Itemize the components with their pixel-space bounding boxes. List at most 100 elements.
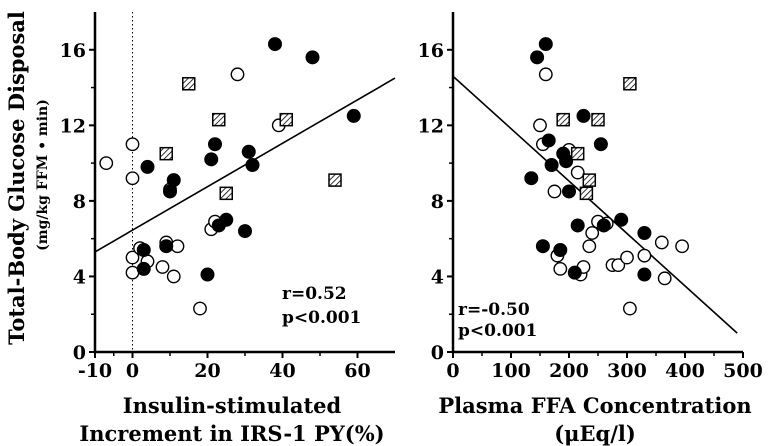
right-ticks: 0 100 200 300 400 500 0 4 8 12 16 [418, 40, 763, 382]
filled-circle-point [166, 173, 181, 188]
filled-circle-point [136, 243, 151, 257]
x-tick-label: 100 [491, 360, 531, 382]
filled-circle-point [538, 37, 553, 52]
open-circle-point [553, 261, 568, 276]
filled-circle-point [576, 108, 591, 123]
open-circle-point [570, 165, 585, 180]
hatched-square-point [591, 112, 605, 127]
x-tick-label: 60 [344, 360, 370, 382]
left-points [99, 37, 361, 316]
hatched-square-point [582, 173, 597, 187]
right-stats-p: p<0.001 [458, 321, 537, 341]
y-tick-label: 16 [418, 40, 444, 62]
open-circle-point [585, 226, 600, 240]
hatched-square-point [328, 173, 342, 187]
right-points [524, 37, 689, 316]
filled-circle-point [541, 133, 556, 148]
filled-circle-point [136, 261, 151, 276]
filled-circle-point [204, 152, 219, 167]
open-circle-point [193, 301, 207, 316]
filled-circle-point [535, 239, 550, 254]
y-axis-units: (mg/kg FFM • min) [35, 99, 51, 251]
hatched-square-point [570, 146, 585, 161]
hatched-square-point [182, 77, 196, 91]
y-tick-label: 4 [73, 266, 86, 288]
open-circle-point [125, 250, 140, 265]
filled-circle-point [553, 243, 568, 257]
open-circle-point [654, 235, 669, 250]
hatched-square-point [159, 146, 173, 161]
x-tick-label: 20 [194, 360, 220, 382]
right-regression-line [452, 75, 738, 334]
hatched-square-point [279, 112, 293, 127]
regression-line [94, 77, 396, 253]
hatched-square-point [623, 77, 637, 91]
x-tick-label: 40 [269, 360, 295, 382]
filled-circle-point [593, 137, 608, 152]
y-tick-label: 16 [60, 40, 86, 62]
left-axes [93, 12, 395, 354]
right-x-axis-title-line2: (μEq/l) [554, 421, 636, 446]
open-circle-point [533, 118, 547, 133]
open-circle-point [547, 184, 562, 199]
left-stats-r: r=0.52 [282, 284, 347, 304]
filled-circle-point [200, 267, 215, 282]
x-tick-label: 500 [723, 360, 763, 382]
open-circle-point [620, 250, 634, 265]
filled-circle-point [530, 50, 545, 65]
x-tick-label: 0 [126, 360, 139, 382]
x-tick-label: 400 [665, 360, 705, 382]
open-circle-point [623, 301, 637, 316]
right-stats-r: r=-0.50 [458, 300, 530, 320]
hatched-square-point [212, 112, 226, 127]
regression-line [452, 75, 738, 334]
hatched-square-point [219, 186, 233, 201]
filled-circle-point [208, 137, 222, 152]
filled-circle-point [305, 50, 320, 65]
open-circle-point [125, 137, 140, 152]
left-x-axis-title-line1: Insulin-stimulated [123, 393, 342, 418]
filled-circle-point [268, 37, 282, 52]
filled-circle-point [238, 224, 252, 239]
filled-circle-point [637, 226, 652, 240]
hatched-square-point [579, 186, 594, 201]
y-tick-label: 0 [431, 342, 444, 364]
open-circle-point [657, 271, 672, 286]
open-circle-point [155, 260, 170, 274]
filled-circle-point [140, 159, 155, 174]
filled-circle-point [570, 218, 585, 233]
y-tick-label: 8 [431, 191, 444, 213]
y-tick-label: 8 [73, 191, 86, 213]
open-circle-point [99, 156, 114, 171]
filled-circle-point [219, 212, 234, 227]
filled-circle-point [559, 154, 574, 169]
x-tick-label: 200 [549, 360, 589, 382]
filled-circle-point [567, 265, 582, 280]
open-circle-point [230, 67, 245, 82]
filled-circle-point [614, 212, 629, 227]
y-tick-label: 12 [418, 115, 444, 137]
filled-circle-point [562, 184, 576, 199]
open-circle-point [125, 171, 140, 186]
filled-circle-point [524, 171, 539, 186]
left-x-axis-title-line2: Increment in IRS-1 PY(%) [79, 421, 384, 446]
y-tick-label: 4 [431, 266, 444, 288]
filled-circle-point [245, 158, 260, 172]
y-axis-title: Total-Body Glucose Disposal [4, 11, 29, 345]
open-circle-point [675, 239, 689, 254]
x-tick-label: 0 [446, 360, 459, 382]
open-circle-point [582, 239, 597, 254]
open-circle-point [166, 269, 181, 284]
y-tick-label: 0 [73, 342, 86, 364]
hatched-square-point [556, 112, 570, 127]
filled-circle-point [241, 144, 256, 159]
filled-circle-point [544, 158, 559, 172]
filled-circle-point [596, 218, 611, 233]
right-x-axis-title-line1: Plasma FFA Concentration [438, 393, 751, 418]
open-circle-point [637, 248, 652, 263]
filled-circle-point [637, 267, 652, 282]
